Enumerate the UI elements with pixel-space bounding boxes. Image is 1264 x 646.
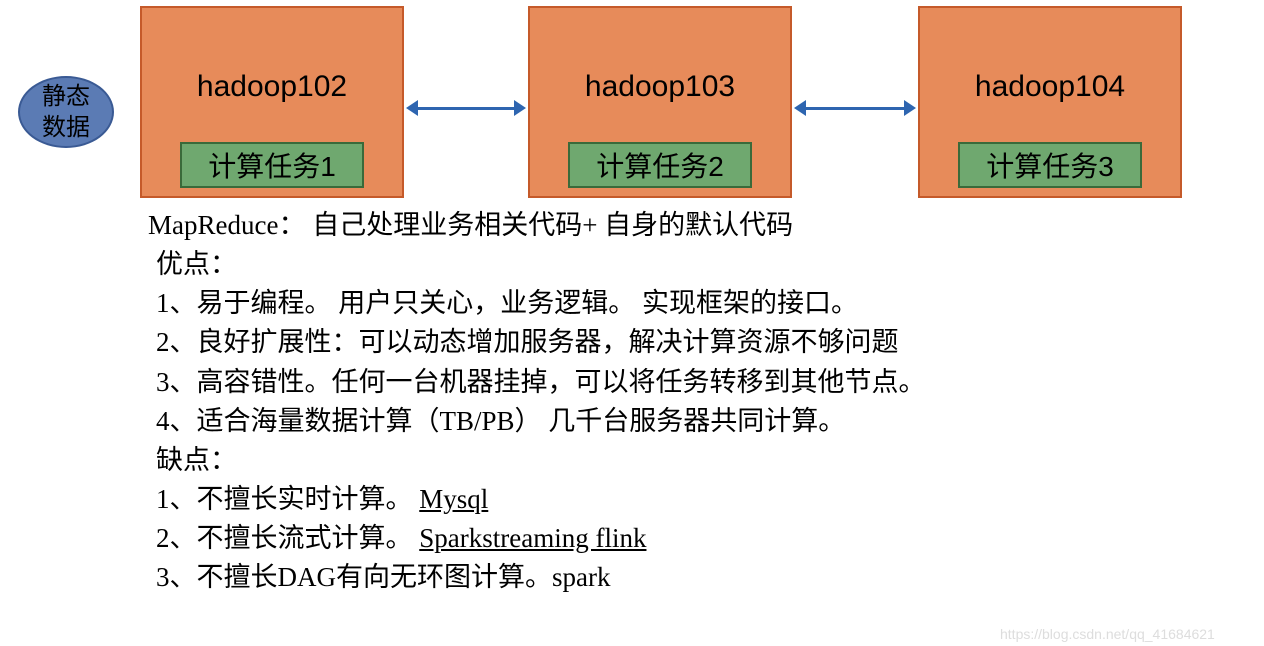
advantage-4: 4、适合海量数据计算（TB/PB） 几千台服务器共同计算。 <box>156 402 926 441</box>
task-box-1: 计算任务2 <box>568 142 752 188</box>
description-text: MapReduce： 自己处理业务相关代码+ 自身的默认代码 优点： 1、易于编… <box>148 206 926 597</box>
task-label-0: 计算任务1 <box>208 145 336 185</box>
advantages-header: 优点： <box>156 245 926 284</box>
dis2-underline: Sparkstreaming flink <box>419 523 646 553</box>
task-box-0: 计算任务1 <box>180 142 364 188</box>
dis2-prefix: 2、不擅长流式计算。 <box>156 523 419 553</box>
hadoop-node-2-title: hadoop104 <box>975 70 1125 104</box>
dis1-underline: Mysql <box>419 484 488 514</box>
dis1-prefix: 1、不擅长实时计算。 <box>156 484 419 514</box>
disadvantage-1: 1、不擅长实时计算。 Mysql <box>156 480 926 519</box>
mapreduce-line: MapReduce： 自己处理业务相关代码+ 自身的默认代码 <box>148 206 926 245</box>
ellipse-line1: 静态 <box>42 83 90 110</box>
watermark: https://blog.csdn.net/qq_41684621 <box>1000 626 1215 642</box>
disadvantages-header: 缺点： <box>156 441 926 480</box>
disadvantage-3: 3、不擅长DAG有向无环图计算。spark <box>156 558 926 597</box>
advantage-1: 1、易于编程。 用户只关心，业务逻辑。 实现框架的接口。 <box>156 284 926 323</box>
task-label-1: 计算任务2 <box>596 145 724 185</box>
hadoop-node-1-title: hadoop103 <box>585 70 735 104</box>
task-box-2: 计算任务3 <box>958 142 1142 188</box>
task-label-2: 计算任务3 <box>986 145 1114 185</box>
ellipse-line2: 数据 <box>42 114 90 141</box>
hadoop-node-0-title: hadoop102 <box>197 70 347 104</box>
advantage-2: 2、良好扩展性：可以动态增加服务器，解决计算资源不够问题 <box>156 323 926 362</box>
disadvantage-2: 2、不擅长流式计算。 Sparkstreaming flink <box>156 519 926 558</box>
advantage-3: 3、高容错性。任何一台机器挂掉，可以将任务转移到其他节点。 <box>156 363 926 402</box>
static-data-ellipse: 静态 数据 <box>18 76 114 148</box>
